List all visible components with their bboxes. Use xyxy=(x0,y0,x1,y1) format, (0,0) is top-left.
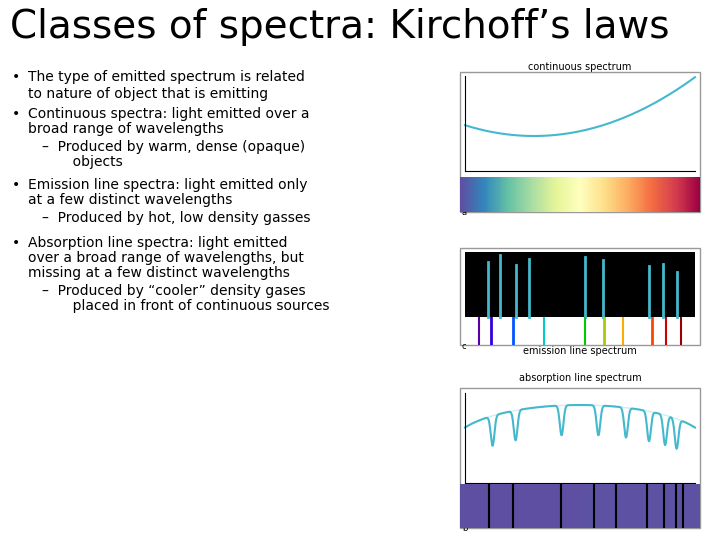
Text: •: • xyxy=(12,70,20,84)
Text: Absorption line spectra: light emitted: Absorption line spectra: light emitted xyxy=(28,236,287,250)
Bar xyxy=(465,76,695,171)
Bar xyxy=(460,388,700,528)
Bar xyxy=(465,252,695,317)
Text: –  Produced by warm, dense (opaque): – Produced by warm, dense (opaque) xyxy=(42,140,305,154)
Text: missing at a few distinct wavelengths: missing at a few distinct wavelengths xyxy=(28,266,290,280)
Text: absorption line spectrum: absorption line spectrum xyxy=(518,373,642,383)
Text: to nature of object that is emitting: to nature of object that is emitting xyxy=(28,87,268,101)
Text: objects: objects xyxy=(42,155,122,169)
Text: continuous spectrum: continuous spectrum xyxy=(528,62,631,72)
Text: a: a xyxy=(462,208,467,217)
Text: emission line spectrum: emission line spectrum xyxy=(523,346,637,356)
Text: •: • xyxy=(12,178,20,192)
Bar xyxy=(465,393,695,483)
Text: broad range of wavelengths: broad range of wavelengths xyxy=(28,122,224,136)
Text: Continuous spectra: light emitted over a: Continuous spectra: light emitted over a xyxy=(28,107,310,121)
Text: at a few distinct wavelengths: at a few distinct wavelengths xyxy=(28,193,233,207)
Text: The type of emitted spectrum is related: The type of emitted spectrum is related xyxy=(28,70,305,84)
Text: placed in front of continuous sources: placed in front of continuous sources xyxy=(42,299,330,313)
Text: c: c xyxy=(462,342,467,351)
Text: •: • xyxy=(12,107,20,121)
Text: –  Produced by hot, low density gasses: – Produced by hot, low density gasses xyxy=(42,211,310,225)
Text: Emission line spectra: light emitted only: Emission line spectra: light emitted onl… xyxy=(28,178,307,192)
Text: over a broad range of wavelengths, but: over a broad range of wavelengths, but xyxy=(28,251,304,265)
Text: b: b xyxy=(462,524,467,533)
Bar xyxy=(460,248,700,345)
Bar xyxy=(460,72,700,212)
Text: Classes of spectra: Kirchoff’s laws: Classes of spectra: Kirchoff’s laws xyxy=(10,8,670,46)
Text: –  Produced by “cooler” density gases: – Produced by “cooler” density gases xyxy=(42,284,305,298)
Text: •: • xyxy=(12,236,20,250)
